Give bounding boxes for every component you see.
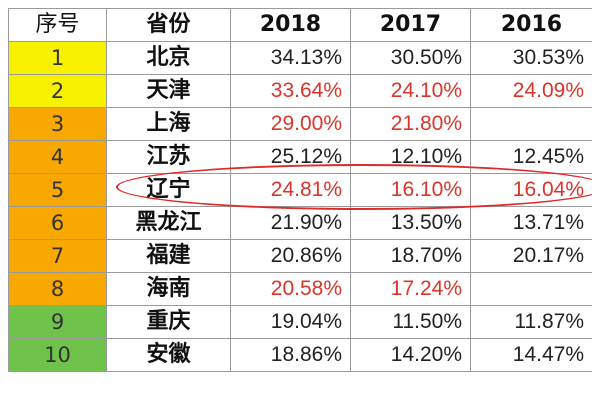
header-2017[interactable]: 2017 xyxy=(350,8,471,42)
value-2017-cell[interactable]: 18.70% xyxy=(350,239,471,273)
table-row: 8 海南 20.58% 17.24% xyxy=(8,272,592,306)
table-row: 1 北京 34.13% 30.50% 30.53% xyxy=(8,41,592,75)
value-2017-cell[interactable]: 21.80% xyxy=(350,107,471,141)
table-row: 6 黑龙江 21.90% 13.50% 13.71% xyxy=(8,206,592,240)
value-2017-cell[interactable]: 12.10% xyxy=(350,140,471,174)
value-2017-cell[interactable]: 16.10% xyxy=(350,173,471,207)
header-index[interactable]: 序号 xyxy=(8,8,107,42)
value-2017-cell[interactable]: 24.10% xyxy=(350,74,471,108)
value-2018-cell[interactable]: 18.86% xyxy=(230,338,351,372)
value-2017-cell[interactable]: 14.20% xyxy=(350,338,471,372)
row-index-cell[interactable]: 6 xyxy=(8,206,107,240)
value-2018-cell[interactable]: 20.86% xyxy=(230,239,351,273)
value-2018-cell[interactable]: 29.00% xyxy=(230,107,351,141)
row-index-cell[interactable]: 1 xyxy=(8,41,107,75)
table-row: 9 重庆 19.04% 11.50% 11.87% xyxy=(8,305,592,339)
table-row: 7 福建 20.86% 18.70% 20.17% xyxy=(8,239,592,273)
province-cell[interactable]: 天津 xyxy=(106,74,231,108)
province-cell[interactable]: 安徽 xyxy=(106,338,231,372)
value-2016-cell[interactable]: 13.71% xyxy=(470,206,592,240)
row-index-cell[interactable]: 4 xyxy=(8,140,107,174)
value-2016-cell[interactable] xyxy=(470,107,592,141)
row-index-cell[interactable]: 5 xyxy=(8,173,107,207)
table-row: 3 上海 29.00% 21.80% xyxy=(8,107,592,141)
table-row: 4 江苏 25.12% 12.10% 12.45% xyxy=(8,140,592,174)
row-index-cell[interactable]: 3 xyxy=(8,107,107,141)
header-province[interactable]: 省份 xyxy=(106,8,231,42)
table-row: 5 辽宁 24.81% 16.10% 16.04% xyxy=(8,173,592,207)
value-2018-cell[interactable]: 25.12% xyxy=(230,140,351,174)
province-cell[interactable]: 黑龙江 xyxy=(106,206,231,240)
value-2016-cell[interactable] xyxy=(470,272,592,306)
province-cell[interactable]: 江苏 xyxy=(106,140,231,174)
value-2018-cell[interactable]: 20.58% xyxy=(230,272,351,306)
table-row: 10 安徽 18.86% 14.20% 14.47% xyxy=(8,338,592,372)
province-cell[interactable]: 辽宁 xyxy=(106,173,231,207)
row-index-cell[interactable]: 8 xyxy=(8,272,107,306)
row-index-cell[interactable]: 9 xyxy=(8,305,107,339)
value-2018-cell[interactable]: 34.13% xyxy=(230,41,351,75)
value-2017-cell[interactable]: 11.50% xyxy=(350,305,471,339)
province-cell[interactable]: 北京 xyxy=(106,41,231,75)
ranking-table: 序号 省份 2018 2017 2016 1 北京 34.13% 30.50% 30.5… xyxy=(8,8,592,372)
table-body: 1 北京 34.13% 30.50% 30.53% 2 天津 33.64% 24.10% 24.0… xyxy=(8,41,592,372)
table-row: 2 天津 33.64% 24.10% 24.09% xyxy=(8,74,592,108)
row-index-cell[interactable]: 7 xyxy=(8,239,107,273)
header-2018[interactable]: 2018 xyxy=(230,8,351,42)
province-cell[interactable]: 海南 xyxy=(106,272,231,306)
spreadsheet-view: 序号 省份 2018 2017 2016 1 北京 34.13% 30.50% 30.5… xyxy=(8,8,592,400)
value-2016-cell[interactable]: 14.47% xyxy=(470,338,592,372)
province-cell[interactable]: 重庆 xyxy=(106,305,231,339)
row-index-cell[interactable]: 2 xyxy=(8,74,107,108)
value-2016-cell[interactable]: 20.17% xyxy=(470,239,592,273)
value-2016-cell[interactable]: 24.09% xyxy=(470,74,592,108)
header-2016[interactable]: 2016 xyxy=(470,8,592,42)
value-2017-cell[interactable]: 13.50% xyxy=(350,206,471,240)
value-2017-cell[interactable]: 30.50% xyxy=(350,41,471,75)
value-2017-cell[interactable]: 17.24% xyxy=(350,272,471,306)
province-cell[interactable]: 福建 xyxy=(106,239,231,273)
value-2018-cell[interactable]: 19.04% xyxy=(230,305,351,339)
value-2016-cell[interactable]: 16.04% xyxy=(470,173,592,207)
value-2018-cell[interactable]: 21.90% xyxy=(230,206,351,240)
header-row: 序号 省份 2018 2017 2016 xyxy=(8,8,592,42)
value-2018-cell[interactable]: 33.64% xyxy=(230,74,351,108)
province-cell[interactable]: 上海 xyxy=(106,107,231,141)
value-2018-cell[interactable]: 24.81% xyxy=(230,173,351,207)
row-index-cell[interactable]: 10 xyxy=(8,338,107,372)
value-2016-cell[interactable]: 12.45% xyxy=(470,140,592,174)
value-2016-cell[interactable]: 30.53% xyxy=(470,41,592,75)
value-2016-cell[interactable]: 11.87% xyxy=(470,305,592,339)
